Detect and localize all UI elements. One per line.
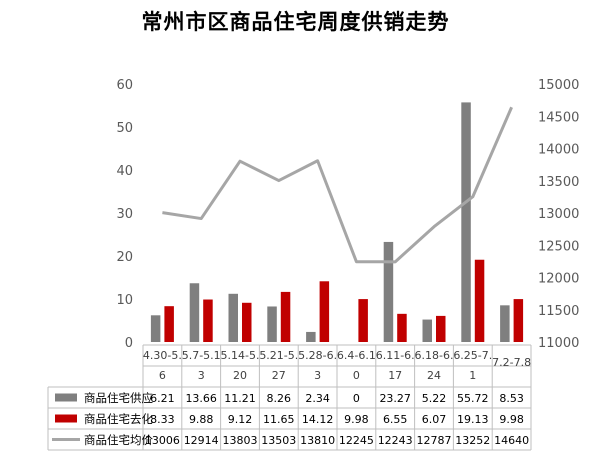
- x-category-label: 6: [159, 369, 166, 382]
- y-right-tick-label: 11500: [538, 304, 579, 319]
- y-right-tick-label: 14500: [538, 110, 579, 125]
- table-value: 9.12: [228, 413, 253, 426]
- table-value: 11.65: [263, 413, 295, 426]
- table-value: 13503: [261, 434, 296, 447]
- bar-supply: [150, 315, 161, 342]
- y-right-tick-label: 12500: [538, 239, 579, 254]
- table-value: 14640: [494, 434, 529, 447]
- x-category-label: 1: [469, 369, 476, 382]
- table-value: 13803: [223, 434, 258, 447]
- table-value: 8.53: [499, 392, 524, 405]
- table-value: 6.55: [383, 413, 408, 426]
- line-avg-price: [162, 106, 513, 264]
- bar-sold: [397, 313, 407, 342]
- x-category-label: 6.4-6.1: [337, 349, 376, 362]
- y-left-tick-label: 50: [116, 121, 133, 136]
- y-left-tick-label: 20: [116, 250, 133, 265]
- y-left-tick-label: 60: [116, 78, 133, 93]
- x-category-label: 6.11-6.: [376, 349, 415, 362]
- legend-label: 商品住宅去化: [84, 412, 153, 426]
- table-value: 13.66: [185, 392, 217, 405]
- bar-supply: [500, 305, 510, 342]
- x-category-label: 7.2-7.8: [492, 356, 531, 369]
- bar-sold: [436, 315, 446, 342]
- x-category-label: 6.18-6.: [415, 349, 454, 362]
- bar-supply: [189, 283, 200, 342]
- chart-title: 常州市区商品住宅周度供销走势: [141, 9, 450, 34]
- y-right-tick-label: 15000: [538, 78, 579, 93]
- bar-sold: [319, 281, 330, 342]
- bar-supply: [383, 241, 394, 342]
- x-category-label: 5.28-6.: [298, 349, 337, 362]
- x-category-label: 27: [272, 369, 286, 382]
- table-value: 0: [353, 392, 360, 405]
- bar-supply: [422, 319, 432, 342]
- legend-label: 商品住宅均价: [84, 433, 153, 447]
- table-value: 9.98: [344, 413, 369, 426]
- y-right-tick-label: 14000: [538, 143, 579, 158]
- y-right-tick-label: 13500: [538, 175, 579, 190]
- table-value: 12243: [378, 434, 413, 447]
- bar-sold: [513, 299, 524, 342]
- table-value: 12787: [417, 434, 452, 447]
- table-value: 14.12: [302, 413, 334, 426]
- table-value: 19.13: [457, 413, 489, 426]
- table-value: 13006: [145, 434, 180, 447]
- table-value: 11.21: [224, 392, 256, 405]
- bar-supply: [267, 306, 277, 342]
- y-right-tick-label: 13000: [538, 207, 579, 222]
- table-value: 6.07: [422, 413, 447, 426]
- table-value: 6.21: [150, 392, 175, 405]
- y-right-tick-label: 12000: [538, 272, 579, 287]
- table-value: 23.27: [379, 392, 411, 405]
- table-value: 13810: [300, 434, 335, 447]
- table-value: 13252: [455, 434, 490, 447]
- table-value: 5.22: [422, 392, 447, 405]
- bar-sold: [242, 302, 252, 342]
- table-value: 9.98: [499, 413, 524, 426]
- legend-label: 商品住宅供应: [84, 391, 153, 405]
- x-category-label: 4.30-5.: [143, 349, 182, 362]
- bar-sold: [358, 299, 368, 342]
- x-category-label: 24: [427, 369, 441, 382]
- legend-key-sold: [55, 414, 77, 423]
- table-value: 9.88: [189, 413, 214, 426]
- x-category-label: 20: [233, 369, 247, 382]
- table-value: 12245: [339, 434, 374, 447]
- x-category-label: 6.25-7.: [453, 349, 492, 362]
- x-category-label: 17: [388, 369, 402, 382]
- x-category-label: 5.14-5.: [221, 349, 260, 362]
- bar-sold: [474, 259, 485, 342]
- y-left-tick-label: 30: [116, 207, 133, 222]
- bar-sold: [164, 306, 174, 342]
- x-category-label: 0: [353, 369, 360, 382]
- bar-supply: [228, 293, 238, 342]
- x-category-label: 3: [198, 369, 205, 382]
- table-value: 55.72: [457, 392, 489, 405]
- y-left-tick-label: 0: [125, 336, 133, 351]
- legend-key-supply: [55, 393, 77, 402]
- table-value: 8.26: [267, 392, 292, 405]
- table-value: 8.33: [150, 413, 175, 426]
- y-left-tick-label: 40: [116, 164, 133, 179]
- bar-sold: [280, 291, 291, 342]
- bar-sold: [203, 299, 213, 342]
- x-category-label: 3: [314, 369, 321, 382]
- y-right-tick-label: 11000: [538, 336, 579, 351]
- table-value: 2.34: [305, 392, 330, 405]
- table-value: 12914: [184, 434, 219, 447]
- x-category-label: 5.21-5.: [259, 349, 298, 362]
- bar-supply: [461, 102, 471, 343]
- x-category-label: 5.7-5.1: [182, 349, 221, 362]
- bar-supply: [306, 331, 316, 342]
- y-left-tick-label: 10: [116, 293, 133, 308]
